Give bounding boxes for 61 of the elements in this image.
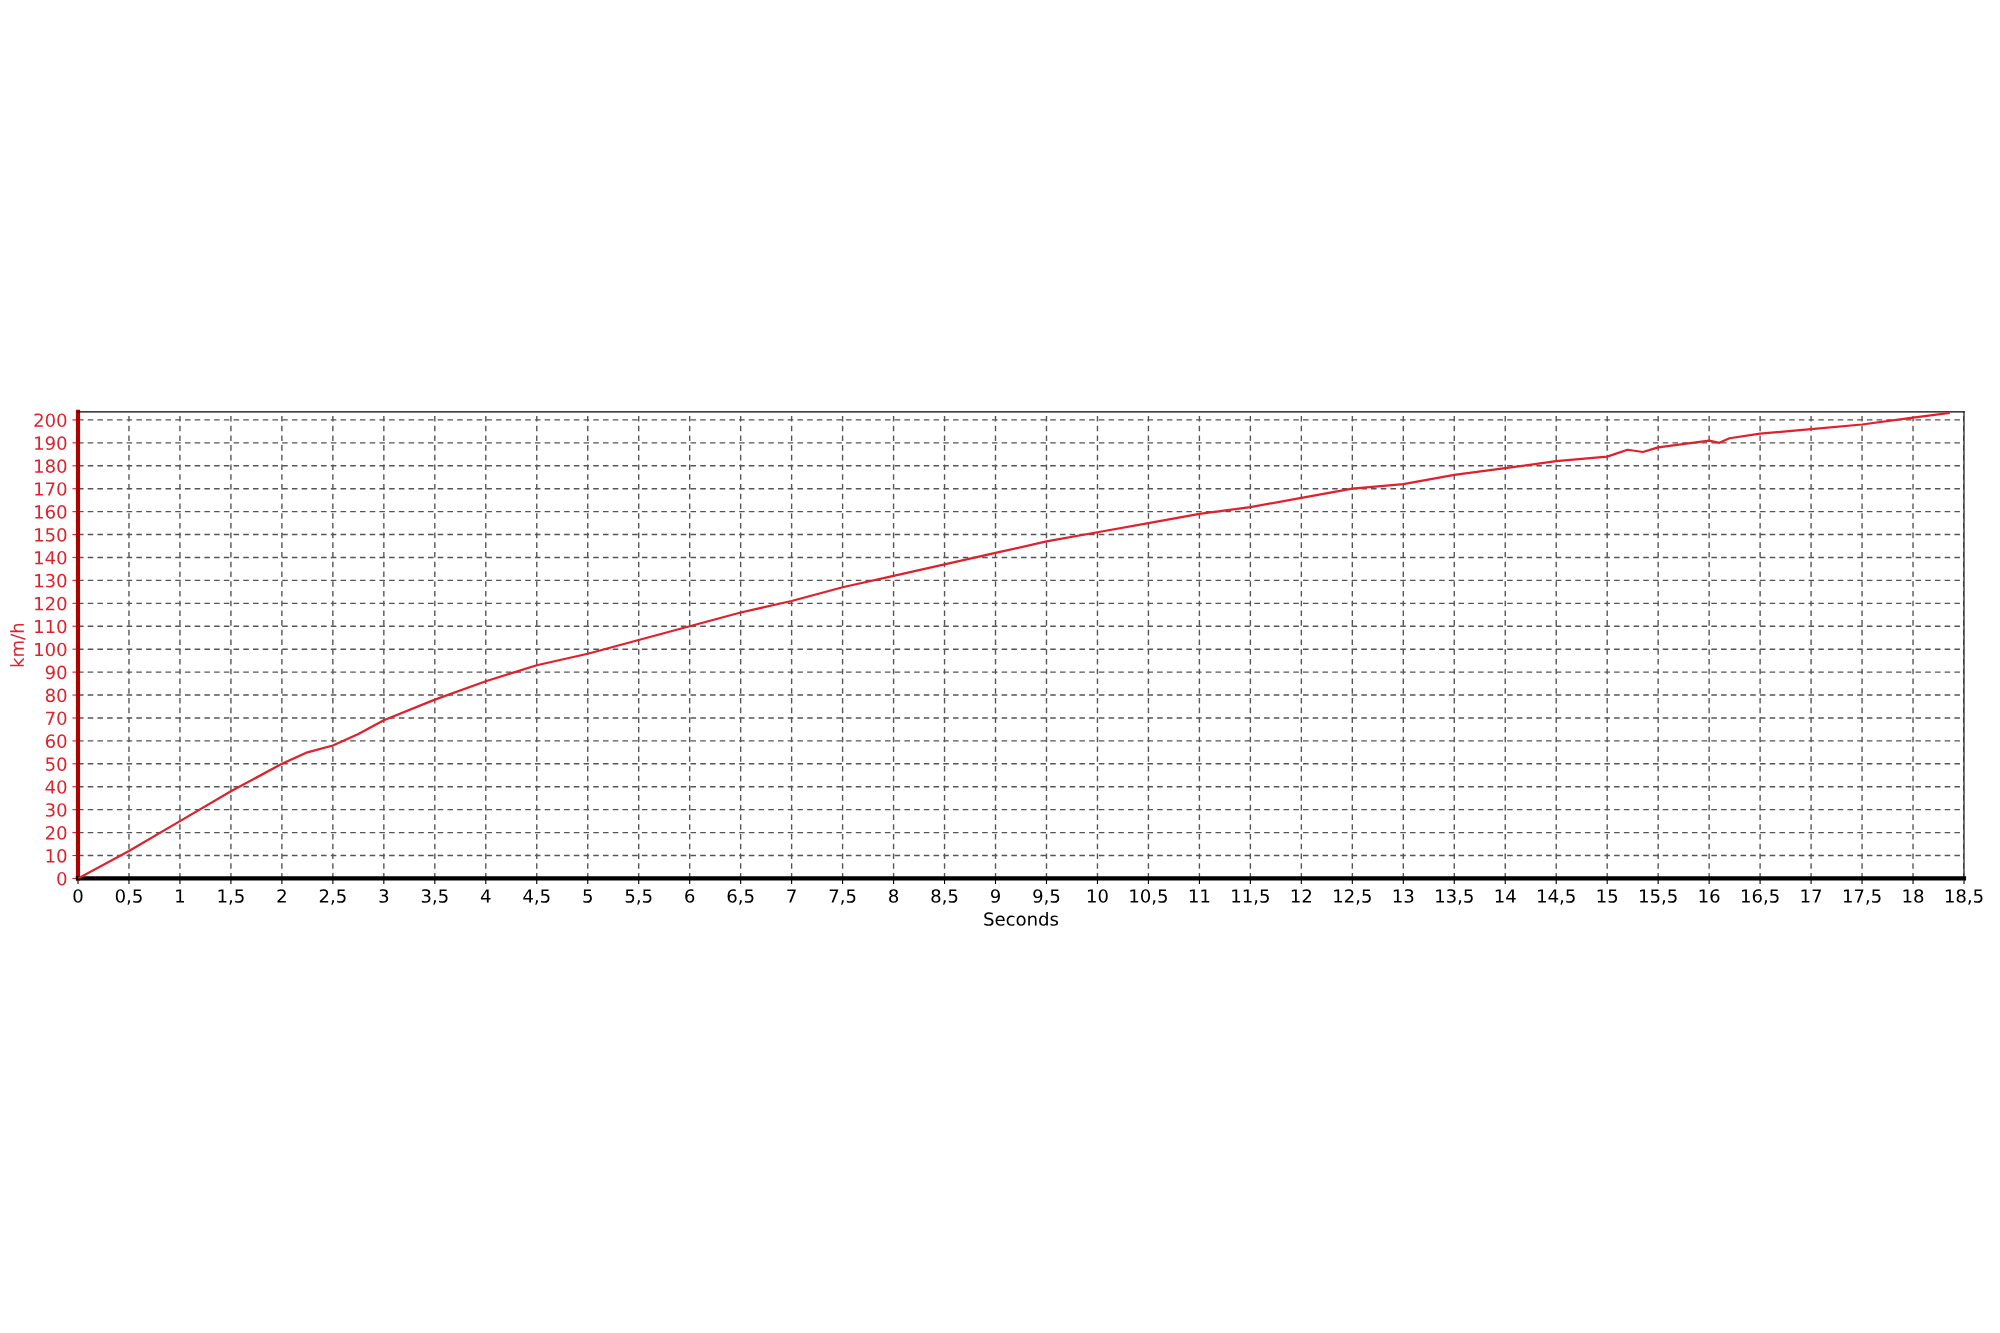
y-tick-label: 100 [35,642,67,657]
y-tick-label: 30 [45,803,67,817]
y-tick-label: 200 [34,413,67,428]
x-tick-label: 6 [685,889,695,903]
x-tick-label: 12 [1291,889,1312,903]
x-tick-label: 4 [480,889,491,903]
y-tick-label: 0 [57,871,67,886]
x-tick-label: 13 [1393,889,1414,903]
x-tick-label: 12,5 [1334,889,1371,905]
y-tick-label: 50 [46,757,67,771]
y-tick-label: 40 [45,780,67,794]
x-tick-label: 1,5 [218,889,244,905]
x-tick-label: 17,5 [1843,889,1881,905]
x-tick-label: 9 [990,889,1000,903]
y-tick-label: 140 [35,550,67,565]
y-tick-label: 190 [35,436,67,450]
y-tick-label: 120 [35,596,67,611]
y-tick-label: 10 [46,848,67,863]
y-axis-title: km/h [10,623,26,667]
x-tick-label: 11 [1189,889,1210,903]
y-tick-label: 80 [45,688,67,703]
x-tick-label: 1 [176,889,185,903]
y-tick-label: 180 [35,459,67,473]
x-tick-label: 8 [889,889,899,903]
x-tick-label: 2 [277,889,286,903]
x-tick-label: 6,5 [727,889,754,905]
x-tick-label: 3,5 [421,889,448,905]
x-tick-label: 4,5 [523,889,550,905]
y-tick-label: 170 [35,482,67,496]
x-tick-label: 14,5 [1538,889,1575,905]
x-tick-label: 14 [1495,889,1516,903]
x-tick-label: 18,5 [1945,889,1983,905]
x-tick-label: 5 [583,889,592,903]
x-axis-title: Seconds [984,911,1059,926]
x-tick-label: 16 [1699,889,1720,903]
x-tick-label: 7 [787,889,796,903]
x-tick-label: 18 [1903,889,1924,903]
x-tick-label: 11,5 [1232,889,1269,905]
x-tick-label: 17 [1801,889,1822,903]
y-tick-label: 70 [46,711,67,726]
y-tick-label: 130 [35,573,67,588]
x-tick-label: 13,5 [1436,889,1473,905]
x-tick-label: 15 [1597,889,1618,903]
x-tick-label: 0 [73,889,83,903]
y-tick-label: 90 [45,665,67,680]
x-tick-label: 8,5 [931,889,958,905]
y-tick-label: 150 [35,528,67,542]
x-tick-label: 10,5 [1130,889,1167,905]
x-tick-label: 5,5 [625,889,652,905]
x-tick-label: 0,5 [115,889,142,905]
x-tick-label: 2,5 [319,889,346,905]
y-tick-label: 60 [45,734,67,749]
y-tick-label: 160 [35,505,67,519]
x-tick-label: 16,5 [1741,889,1779,905]
x-tick-label: 15,5 [1640,889,1677,905]
x-tick-label: 10 [1087,889,1108,903]
y-tick-label: 20 [45,826,67,840]
x-tick-label: 9,5 [1033,889,1060,905]
x-tick-label: 3 [379,889,389,903]
x-tick-label: 7,5 [829,889,856,905]
y-tick-label: 110 [35,619,67,634]
